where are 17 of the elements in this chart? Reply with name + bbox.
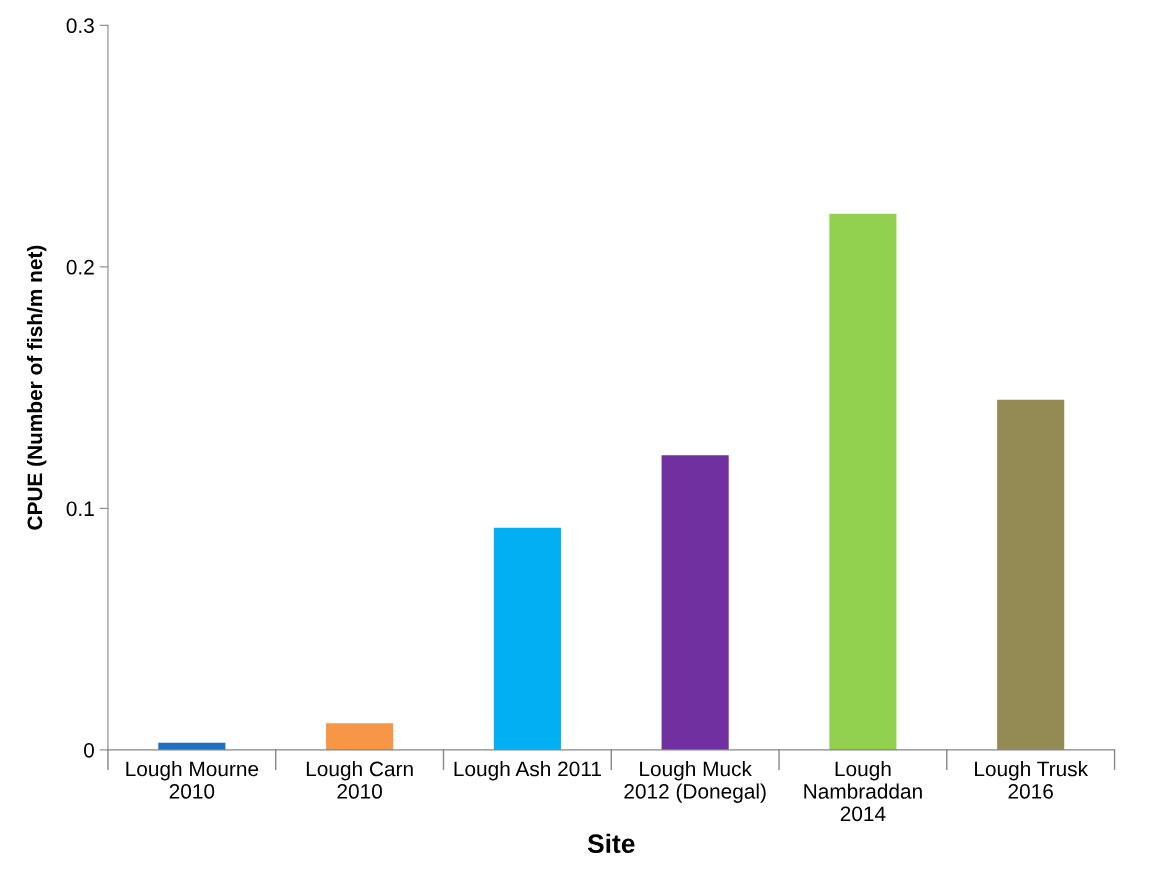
- y-tick-label: 0.1: [66, 501, 94, 517]
- bar: [493, 527, 561, 750]
- bar: [326, 723, 394, 750]
- x-tick-label: Lough Carn 2010: [306, 761, 413, 799]
- y-tick-label: 0: [84, 742, 94, 758]
- y-axis-title: CPUE (Number of fish/m net): [26, 245, 47, 530]
- x-tick-label: Lough Mourne 2010: [126, 761, 259, 799]
- x-tick-label: Lough Nambraddan 2014: [804, 761, 922, 822]
- bar: [997, 399, 1065, 750]
- x-tick-label: Lough Trusk 2016: [975, 761, 1089, 799]
- x-tick-label: Lough Muck 2012 (Donegal): [624, 761, 766, 803]
- y-tick-label: 0.2: [66, 259, 94, 275]
- x-tick-label: Lough Ash 2011: [454, 761, 601, 781]
- x-axis-title: Site: [587, 833, 635, 854]
- bar: [661, 455, 729, 750]
- bar: [829, 213, 897, 750]
- y-tick-label: 0.3: [66, 18, 94, 34]
